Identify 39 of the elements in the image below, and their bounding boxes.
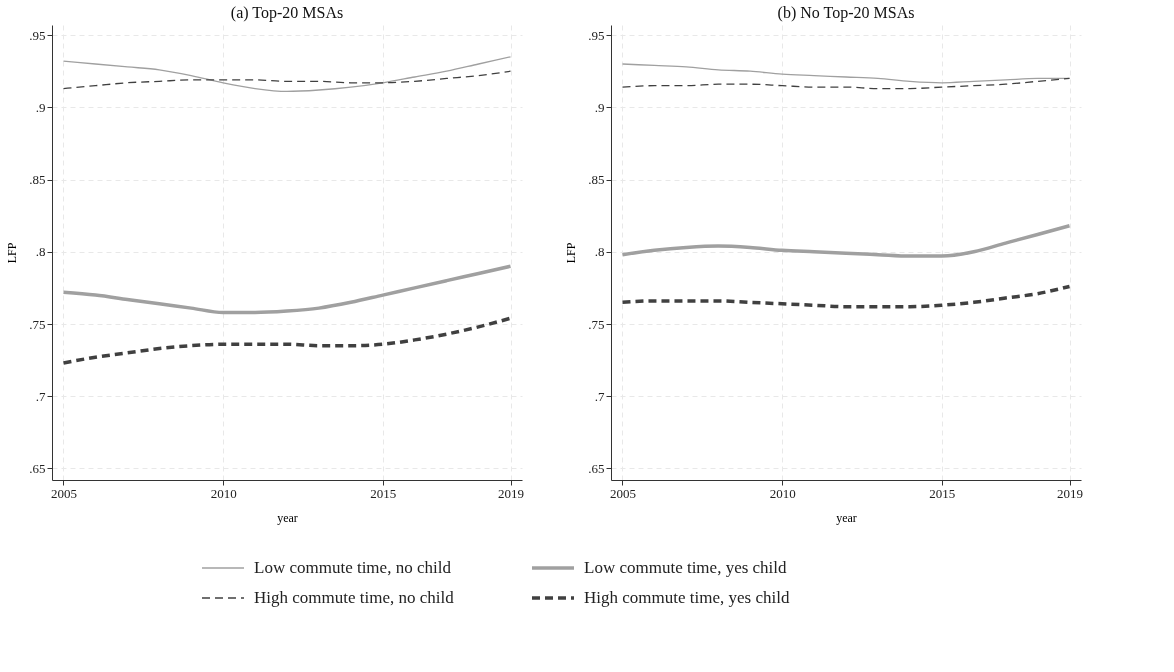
y-tick-label: .65	[29, 460, 46, 476]
y-tick-label: .7	[594, 388, 605, 404]
y-tick-label: .8	[35, 244, 46, 260]
x-tick-label: 2005	[50, 485, 77, 501]
y-tick-label: .75	[29, 316, 46, 332]
legend-label: Low commute time, no child	[254, 558, 452, 577]
x-axis-title: year	[836, 510, 857, 525]
x-tick-label: 2010	[210, 485, 237, 501]
x-tick-label: 2015	[370, 485, 397, 501]
y-tick-label: .7	[35, 388, 46, 404]
x-tick-label: 2005	[609, 485, 636, 501]
y-tick-label: .85	[29, 172, 46, 188]
line-series	[620, 284, 1072, 309]
y-tick-label: .9	[594, 99, 605, 115]
line-series	[621, 77, 1071, 90]
x-tick-label: 2019	[498, 485, 525, 501]
line-series	[620, 224, 1072, 258]
legend-label: High commute time, yes child	[584, 588, 790, 607]
y-tick-label: .75	[588, 316, 605, 332]
line-series	[62, 56, 512, 93]
y-tick-label: .65	[588, 460, 605, 476]
y-tick-label: .85	[588, 172, 605, 188]
legend-label: High commute time, no child	[254, 588, 455, 607]
x-tick-label: 2010	[769, 485, 796, 501]
chart-title: (b) No Top-20 MSAs	[777, 4, 915, 22]
y-tick-label: .95	[588, 27, 605, 43]
line-series	[62, 70, 512, 90]
line-series	[61, 264, 513, 315]
legend-label: Low commute time, yes child	[584, 558, 788, 577]
y-tick-label: .95	[29, 27, 46, 43]
y-tick-label: .9	[35, 99, 46, 115]
y-tick-label: .8	[594, 244, 605, 260]
x-tick-label: 2015	[929, 485, 956, 501]
line-series	[61, 316, 513, 365]
x-tick-label: 2019	[1057, 485, 1084, 501]
y-axis-title: LFP	[564, 242, 579, 264]
y-axis-title: LFP	[5, 242, 20, 264]
x-axis-title: year	[277, 510, 298, 525]
chart-title: (a) Top-20 MSAs	[230, 4, 344, 22]
